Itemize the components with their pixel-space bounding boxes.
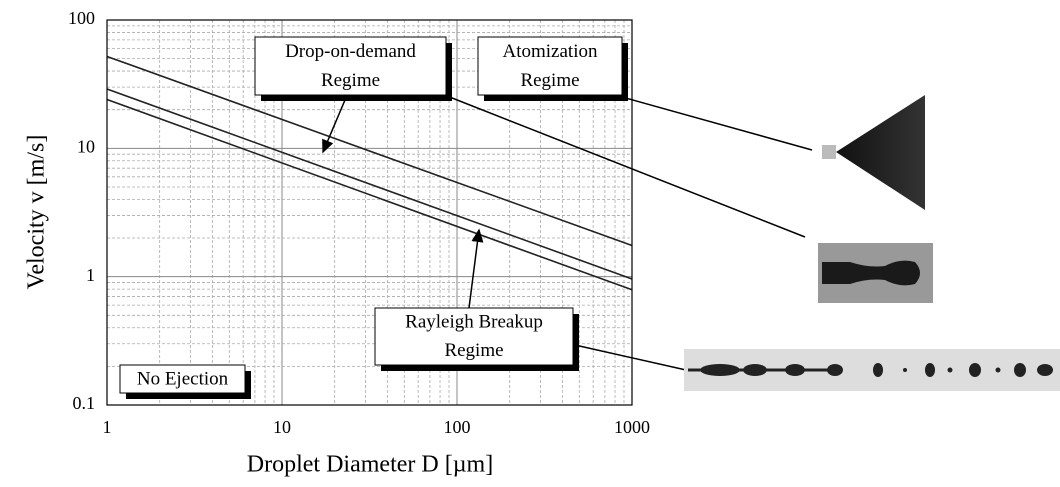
arrow — [468, 228, 484, 309]
stream-photo — [684, 349, 1060, 391]
spray-photo — [822, 95, 925, 210]
data-line — [106, 55, 633, 247]
annotation-text: Rayleigh Breakup — [405, 312, 543, 333]
annotation-text: No Ejection — [137, 368, 229, 389]
annotation-text: Regime — [321, 70, 380, 91]
data-line — [106, 88, 633, 280]
annotation-box — [477, 36, 623, 96]
annotation-text: Regime — [444, 340, 503, 361]
x-tick-label: 100 — [444, 417, 471, 437]
plot-frame — [106, 19, 633, 406]
arrow — [322, 99, 346, 154]
leader-line — [446, 95, 806, 238]
x-tick-label: 1 — [103, 417, 112, 437]
annotation-text: Drop-on-demand — [285, 41, 416, 62]
annotation-text: Regime — [520, 70, 579, 91]
y-tick-label: 10 — [77, 136, 95, 156]
y-tick-label: 100 — [68, 8, 95, 28]
y-tick-label: 1 — [86, 265, 95, 285]
leader-line — [574, 344, 687, 371]
leader-line — [621, 96, 813, 151]
y-tick-label: 0.1 — [73, 393, 96, 413]
annotation-text: Atomization — [503, 41, 598, 62]
drop-photo — [818, 243, 933, 303]
annotation-box — [374, 307, 574, 366]
x-tick-label: 1000 — [614, 417, 650, 437]
y-axis-label: Velocity v [m/s] — [24, 135, 50, 290]
annotation-box — [119, 364, 246, 394]
annotation-box — [254, 36, 447, 96]
x-axis-label: Droplet Diameter D [µm] — [247, 452, 493, 478]
data-line — [106, 98, 633, 291]
x-tick-label: 10 — [273, 417, 291, 437]
